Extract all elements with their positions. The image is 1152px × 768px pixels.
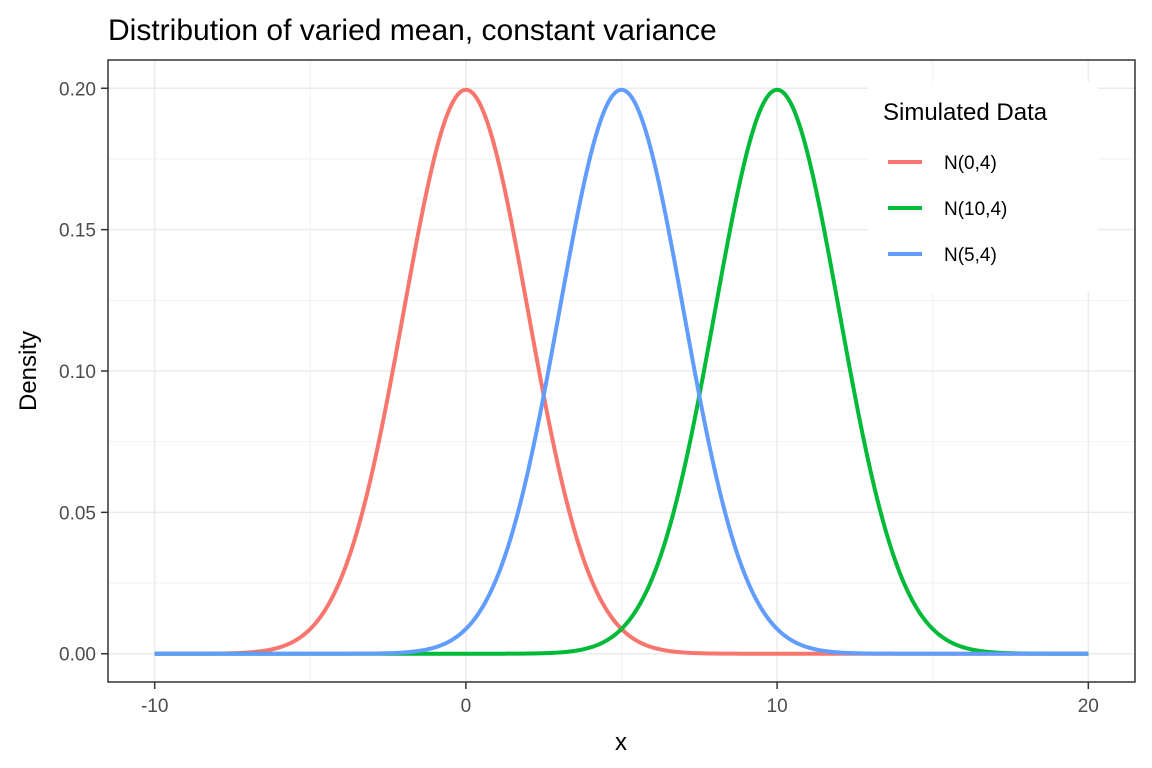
legend-background	[868, 82, 1098, 292]
x-tick-label: 10	[767, 696, 788, 717]
y-tick-label: 0.05	[59, 503, 96, 524]
x-tick-label: 20	[1078, 696, 1099, 717]
chart-title: Distribution of varied mean, constant va…	[108, 14, 717, 47]
series-line-3	[154, 87, 1089, 656]
y-axis: 0.00 0.05 0.10 0.15 0.20	[59, 79, 108, 666]
x-axis-title: x	[615, 729, 627, 756]
density-curves	[154, 87, 1089, 656]
y-tick-label: 0.10	[59, 362, 96, 383]
y-tick-label: 0.15	[59, 221, 96, 242]
legend-title: Simulated Data	[883, 99, 1048, 126]
legend-label-3: N(5,4)	[944, 245, 997, 266]
major-gridlines	[108, 60, 1135, 682]
y-tick-label: 0.00	[59, 645, 96, 666]
y-axis-title: Density	[15, 331, 42, 411]
legend-label-2: N(10,4)	[944, 199, 1007, 220]
x-tick-label: -10	[141, 696, 168, 717]
x-axis: -10 0 10 20	[141, 682, 1099, 717]
legend-items: N(0,4) N(10,4) N(5,4)	[888, 153, 1007, 266]
y-tick-label: 0.20	[59, 79, 96, 100]
x-tick-label: 0	[461, 696, 472, 717]
legend-label-1: N(0,4)	[944, 153, 997, 174]
legend: Simulated Data N(0,4) N(10,4) N(5,4)	[868, 82, 1098, 292]
